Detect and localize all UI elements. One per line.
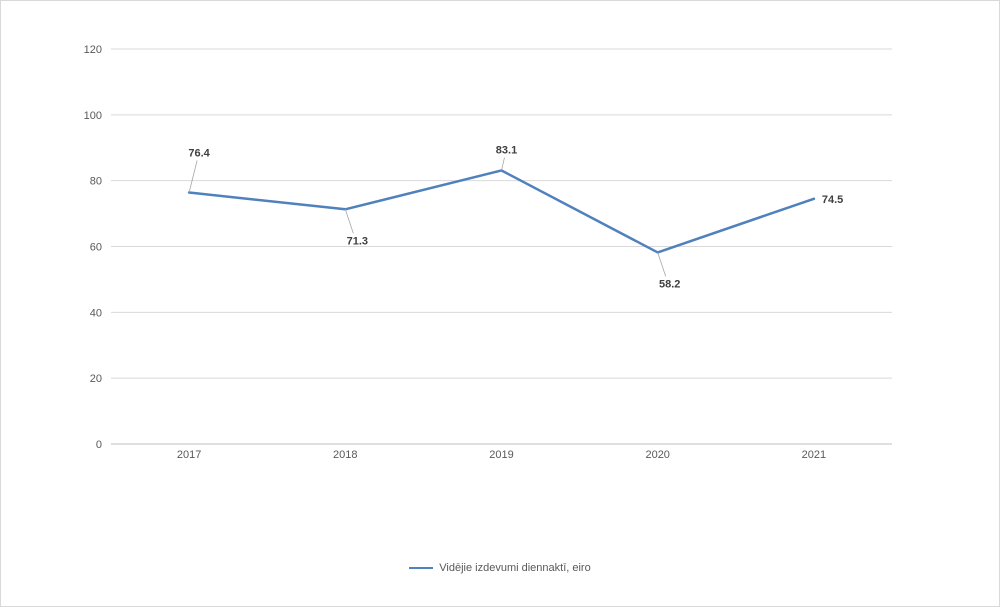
data-label-leader [344,209,354,234]
legend-label: Vidējie izdevumi diennaktī, eiro [439,562,591,574]
x-tick-label: 2020 [645,449,669,461]
x-tick-label: 2018 [333,449,357,461]
y-tick-label: 0 [96,439,102,451]
data-point [812,197,816,200]
x-tick-label: 2021 [802,449,826,461]
y-tick-label: 20 [90,373,102,385]
data-label-leader [501,157,505,171]
data-label-leader [657,252,667,277]
x-tick-label: 2017 [177,449,201,461]
data-label: 71.3 [347,235,368,247]
data-label-leader [188,160,198,193]
legend: Vidējie izdevumi diennaktī, eiro [0,562,1000,574]
data-label: 74.5 [822,194,843,206]
x-tick-label: 2019 [489,449,513,461]
data-label: 83.1 [496,144,517,156]
y-tick-label: 100 [84,110,102,122]
y-tick-label: 120 [84,44,102,56]
data-label: 76.4 [188,148,210,160]
y-tick-label: 40 [90,307,102,319]
legend-line-swatch [409,567,434,569]
y-tick-label: 60 [90,242,102,254]
y-tick-label: 80 [90,176,102,188]
series-line [187,169,816,254]
data-label: 58.2 [659,278,680,290]
